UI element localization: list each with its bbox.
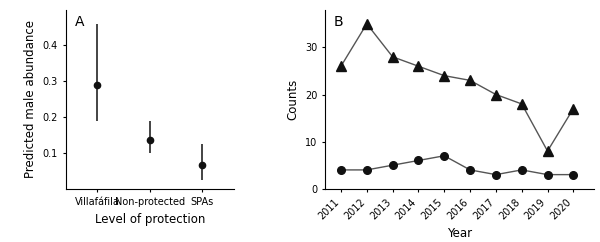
Y-axis label: Counts: Counts xyxy=(286,79,299,120)
Females xyxy=(544,173,551,176)
Females xyxy=(440,154,448,157)
Males xyxy=(466,79,473,82)
Females xyxy=(337,168,344,171)
Females xyxy=(389,164,396,167)
Females xyxy=(466,168,473,171)
Females xyxy=(415,159,422,162)
Females xyxy=(363,168,370,171)
Males xyxy=(570,107,577,110)
Y-axis label: Predicted male abundance: Predicted male abundance xyxy=(24,20,37,178)
Text: A: A xyxy=(74,15,84,29)
Text: B: B xyxy=(334,15,343,29)
Males xyxy=(544,150,551,152)
Males xyxy=(363,22,370,25)
Males xyxy=(492,93,499,96)
Females xyxy=(518,168,526,171)
X-axis label: Year: Year xyxy=(447,227,472,240)
Males xyxy=(389,55,396,58)
Males xyxy=(440,74,448,77)
Males xyxy=(518,102,526,105)
Line: Females: Females xyxy=(337,152,577,178)
Males xyxy=(337,65,344,68)
Line: Males: Males xyxy=(336,19,578,156)
Females xyxy=(570,173,577,176)
Females xyxy=(492,173,499,176)
Males xyxy=(415,65,422,68)
X-axis label: Level of protection: Level of protection xyxy=(95,213,205,226)
